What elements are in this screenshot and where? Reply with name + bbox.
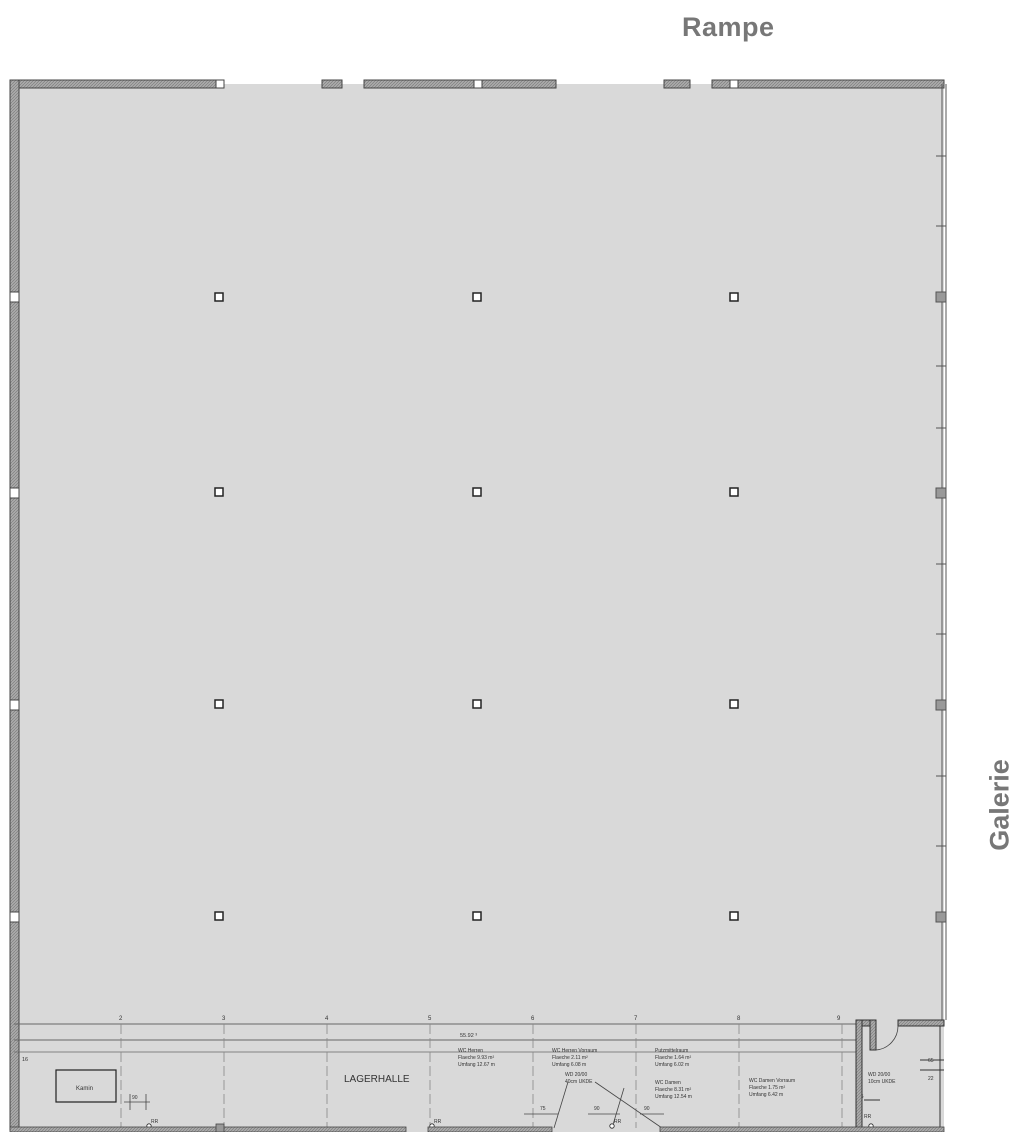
svg-text:WC Damen: WC Damen: [655, 1080, 681, 1086]
room-wc-damen: WC Damen Flaeche 8.31 m² Umfang 12.54 m: [655, 1080, 692, 1100]
dimension: 90: [594, 1106, 600, 1112]
columns: [214, 292, 739, 921]
rr-mark: RR: [151, 1119, 159, 1125]
axis-number: 6: [531, 1016, 535, 1022]
dimension-top: 55.92 ³: [460, 1033, 477, 1039]
axis-number: 2: [119, 1016, 123, 1022]
axis-number: 4: [325, 1016, 329, 1022]
svg-text:WC Damen Vorraum: WC Damen Vorraum: [749, 1078, 795, 1084]
dimension: 75: [540, 1106, 546, 1112]
left-wall: [9, 79, 20, 1131]
left-mark: 16: [22, 1057, 28, 1063]
dimension: 22: [928, 1076, 934, 1082]
svg-text:Flaeche 1.75 m²: Flaeche 1.75 m²: [749, 1085, 785, 1091]
kamin-label: Kamin: [76, 1086, 93, 1092]
column: [472, 487, 482, 497]
rampe-label: Rampe: [682, 12, 775, 42]
room-putzmittelraum: Putzmittelraum Flaeche 1.64 m² Umfang 6.…: [655, 1048, 691, 1068]
dimension: 90: [644, 1106, 650, 1112]
room-wc-herren: WC Herren Flaeche 9.93 m² Umfang 12.67 m: [458, 1048, 495, 1068]
svg-text:Flaeche 9.93 m²: Flaeche 9.93 m²: [458, 1055, 494, 1061]
svg-text:Flaeche 1.64 m²: Flaeche 1.64 m²: [655, 1055, 691, 1061]
top-wall: [9, 79, 945, 89]
column: [472, 292, 482, 302]
axis-number: 9: [837, 1016, 841, 1022]
column: [472, 911, 482, 921]
svg-text:Umfang 12.54 m: Umfang 12.54 m: [655, 1094, 692, 1100]
hall-name: LAGERHALLE: [344, 1074, 410, 1085]
svg-text:Umfang 12.67 m: Umfang 12.67 m: [458, 1062, 495, 1068]
axis-number: 8: [737, 1016, 741, 1022]
column: [214, 292, 224, 302]
axis-number: 7: [634, 1016, 638, 1022]
column: [214, 487, 224, 497]
svg-text:WD 20/00: WD 20/00: [868, 1072, 890, 1078]
column: [729, 699, 739, 709]
column: [729, 292, 739, 302]
column: [729, 487, 739, 497]
column: [214, 911, 224, 921]
dimension: 90: [132, 1095, 138, 1101]
kamin-box: [55, 1069, 117, 1103]
svg-text:WC Herren Vorraum: WC Herren Vorraum: [552, 1048, 597, 1054]
svg-text:Umfang 6.08 m: Umfang 6.08 m: [552, 1062, 586, 1068]
column: [472, 699, 482, 709]
column: [214, 699, 224, 709]
door-label: WD 20/00 40cm UKDE: [565, 1072, 593, 1085]
axis-number: 3: [222, 1016, 226, 1022]
room-wc-damen-vorraum: WC Damen Vorraum Flaeche 1.75 m² Umfang …: [749, 1078, 795, 1098]
bottom-wall: [9, 1123, 945, 1132]
rr-mark: RR: [434, 1119, 442, 1125]
svg-text:Flaeche 8.31 m²: Flaeche 8.31 m²: [655, 1087, 691, 1093]
axis-number: 5: [428, 1016, 432, 1022]
room-wc-herren-vorraum: WC Herren Vorraum Flaeche 2.11 m² Umfang…: [552, 1048, 597, 1068]
partition-walls: [124, 1081, 664, 1129]
svg-text:40cm UKDE: 40cm UKDE: [565, 1079, 593, 1085]
svg-text:Umfang 6.42 m: Umfang 6.42 m: [749, 1092, 783, 1098]
svg-text:Putzmittelraum: Putzmittelraum: [655, 1048, 688, 1054]
svg-text:WC Herren: WC Herren: [458, 1048, 483, 1054]
bottom-strip: 2 3 4 5 6 7 8 9 16 55.92 ³ Kamin LAGERHA…: [14, 1016, 934, 1129]
bottom-right-walls: [855, 1019, 945, 1132]
rr-mark: RR: [614, 1119, 622, 1125]
svg-text:Flaeche 2.11 m²: Flaeche 2.11 m²: [552, 1055, 588, 1061]
dimension: 65: [928, 1058, 934, 1064]
svg-text:WD 20/00: WD 20/00: [565, 1072, 587, 1078]
svg-text:10cm UKDE: 10cm UKDE: [868, 1079, 896, 1085]
right-wall: [935, 84, 947, 1020]
column: [729, 911, 739, 921]
door-label: WD 20/00 10cm UKDE: [868, 1072, 896, 1085]
rr-mark: RR: [864, 1114, 872, 1120]
svg-text:Umfang 6.02 m: Umfang 6.02 m: [655, 1062, 689, 1068]
hall-floor: [14, 84, 944, 1132]
